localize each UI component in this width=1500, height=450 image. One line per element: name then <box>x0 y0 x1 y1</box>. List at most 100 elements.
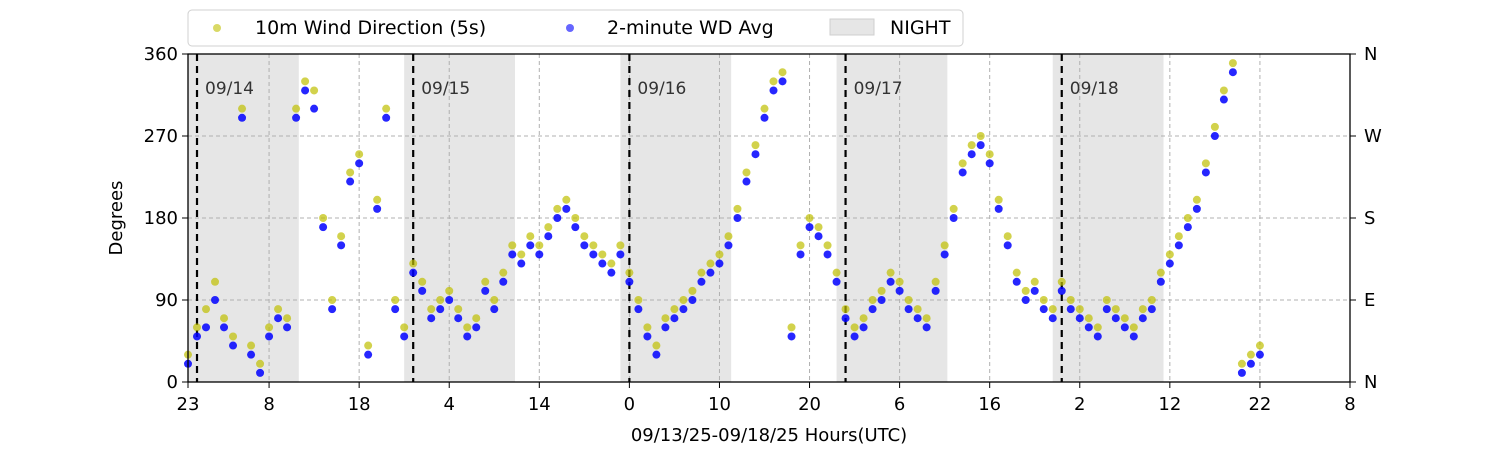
data-point <box>472 323 481 332</box>
legend-label: 2-minute WD Avg <box>607 17 774 39</box>
data-point <box>1093 332 1102 341</box>
day-boundary-lines: 09/14 09/15 09/16 09/17 09/18 <box>195 54 1119 382</box>
day-label: 09/15 <box>421 79 470 99</box>
data-point <box>805 223 814 232</box>
data-point <box>616 241 625 250</box>
data-point <box>859 314 868 323</box>
y2-tick-label: W <box>1364 126 1382 147</box>
data-point <box>544 232 553 241</box>
data-point <box>481 277 490 286</box>
data-point <box>769 86 778 95</box>
data-point <box>931 286 940 295</box>
x-tick-label: 22 <box>1248 394 1271 415</box>
data-point <box>319 223 328 232</box>
data-point <box>751 150 760 159</box>
legend: 10m Wind Direction (5s) 2-minute WD Avg NI… <box>187 9 964 47</box>
data-point <box>724 241 733 250</box>
data-point <box>796 250 805 259</box>
data-point <box>733 214 742 222</box>
data-point <box>1237 359 1246 368</box>
data-point <box>193 332 202 341</box>
data-point <box>1093 323 1102 332</box>
data-point <box>292 104 301 113</box>
data-point <box>553 204 562 213</box>
data-point <box>994 195 1003 204</box>
y2-tick-label: S <box>1364 208 1375 229</box>
data-point <box>706 268 715 277</box>
data-point <box>508 241 517 250</box>
x-tick-label: 6 <box>894 394 905 415</box>
data-point <box>976 132 985 140</box>
data-point <box>1219 86 1228 95</box>
data-point <box>607 268 616 277</box>
data-point <box>571 223 580 232</box>
data-point <box>1021 296 1030 304</box>
data-point <box>904 305 913 314</box>
data-point <box>634 296 643 304</box>
data-point <box>535 241 544 250</box>
data-point <box>598 250 607 259</box>
data-point <box>1030 286 1039 295</box>
axis-ticks: 23 8 18 4 14 0 10 20 6 16 2 12 22 8 0 N 90 E 180 S 270 W 360 N <box>144 44 1382 415</box>
data-point <box>319 214 328 222</box>
day-label: 09/16 <box>637 79 686 99</box>
legend-label: 10m Wind Direction (5s) <box>255 17 486 39</box>
x-axis-label: 09/13/25-09/18/25 Hours(UTC) <box>631 425 907 446</box>
data-point <box>607 259 616 268</box>
data-point <box>517 259 526 268</box>
data-point <box>364 341 373 350</box>
data-point <box>463 332 472 341</box>
data-point <box>382 113 391 122</box>
data-point <box>778 77 787 86</box>
data-point <box>877 296 886 304</box>
data-point <box>220 314 229 323</box>
data-point <box>679 305 688 314</box>
data-point <box>1129 332 1138 341</box>
data-point <box>1084 323 1093 332</box>
data-point <box>301 86 310 95</box>
data-point <box>1174 232 1183 241</box>
data-point <box>796 241 805 250</box>
data-point <box>274 314 283 323</box>
data-point <box>1039 296 1048 304</box>
data-point <box>778 68 787 77</box>
data-point <box>742 168 751 177</box>
data-point <box>1003 241 1012 250</box>
data-point <box>1075 314 1084 323</box>
data-point <box>247 341 256 350</box>
data-point <box>841 314 850 323</box>
data-point <box>1147 296 1156 304</box>
data-point <box>1165 250 1174 259</box>
data-point <box>229 341 238 350</box>
data-point <box>616 250 625 259</box>
data-point <box>1102 305 1111 314</box>
data-point <box>823 250 832 259</box>
data-point <box>553 214 562 222</box>
data-point <box>301 77 310 86</box>
data-point <box>1147 305 1156 314</box>
data-point <box>1165 259 1174 268</box>
data-point <box>1192 204 1201 213</box>
data-point <box>274 305 283 314</box>
data-point <box>760 113 769 122</box>
data-point <box>409 259 418 268</box>
data-point <box>571 214 580 222</box>
data-point <box>832 268 841 277</box>
data-point <box>868 296 877 304</box>
x-tick-label: 20 <box>798 394 821 415</box>
data-point <box>886 268 895 277</box>
data-point <box>1129 323 1138 332</box>
legend-wind-marker <box>213 24 221 32</box>
data-point <box>715 259 724 268</box>
data-point <box>895 277 904 286</box>
data-point <box>346 177 355 186</box>
data-point <box>1210 122 1219 131</box>
data-point <box>1183 223 1192 232</box>
legend-avg-marker <box>566 24 574 32</box>
data-point <box>1120 314 1129 323</box>
data-point <box>1030 277 1039 286</box>
data-point <box>661 323 670 332</box>
data-point <box>382 104 391 113</box>
data-point <box>229 332 238 341</box>
data-point <box>256 359 265 368</box>
